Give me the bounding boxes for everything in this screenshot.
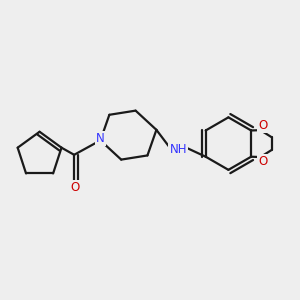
Text: O: O — [258, 155, 268, 168]
Text: NH: NH — [169, 142, 187, 155]
Text: O: O — [70, 181, 80, 194]
Text: O: O — [258, 119, 268, 132]
Text: N: N — [96, 132, 105, 145]
